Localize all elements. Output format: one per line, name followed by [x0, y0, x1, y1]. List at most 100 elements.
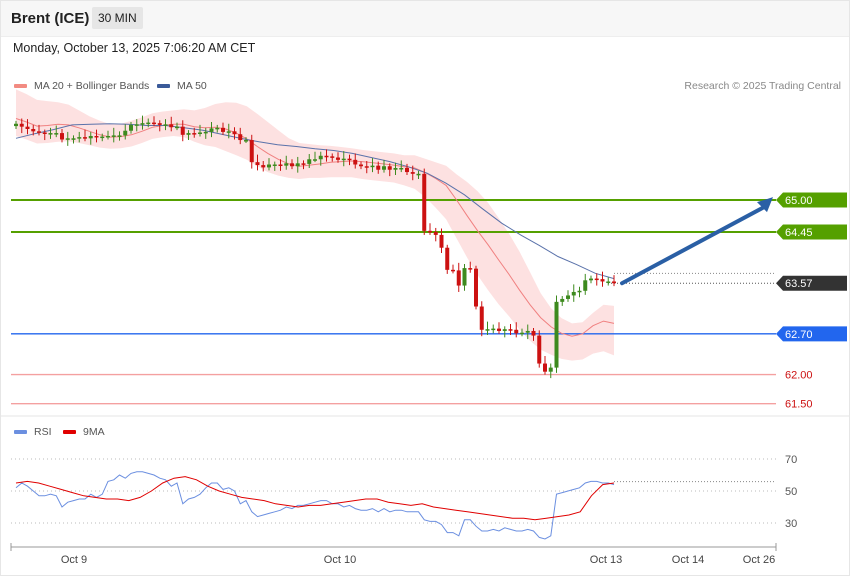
legend-ma9: 9MA: [63, 426, 105, 438]
candle-body: [468, 268, 473, 270]
candle-body: [347, 158, 352, 161]
candle-body: [111, 135, 116, 137]
candle-body: [209, 128, 214, 132]
candle-body: [606, 281, 611, 283]
candle-body: [502, 329, 507, 331]
symbol-title: Brent (ICE): [11, 10, 90, 27]
candle-body: [548, 367, 553, 372]
forecast-arrow: [620, 197, 773, 286]
candle-body: [198, 132, 202, 134]
candle-body: [146, 122, 151, 125]
legend-ma50: MA 50: [157, 80, 207, 92]
candle-body: [560, 298, 565, 302]
x-tick-label: Oct 14: [672, 554, 704, 566]
ma50-label: MA 50: [177, 80, 207, 92]
candle-body: [77, 137, 82, 139]
candle-body: [439, 234, 444, 248]
candle-body: [577, 290, 582, 293]
candle-body: [54, 133, 59, 135]
candle-body: [192, 133, 197, 135]
candle-body: [451, 269, 455, 272]
legend-ma20: MA 20 + Bollinger Bands: [14, 80, 149, 92]
ma50-line: [15, 123, 615, 280]
candle-body: [14, 123, 18, 127]
candle-body: [583, 280, 588, 291]
level-tag-62.70: [776, 326, 847, 342]
candle-body: [531, 330, 536, 336]
candle-body: [226, 131, 231, 133]
candle-body: [48, 133, 53, 135]
candle-body: [491, 328, 496, 331]
candle-body: [244, 140, 248, 142]
candle-body: [508, 329, 513, 331]
rsi-tick-30: 30: [785, 518, 797, 530]
candle-body: [37, 131, 41, 133]
ma9-label: 9MA: [83, 426, 105, 438]
candle-body: [117, 135, 122, 137]
candle-body: [382, 166, 386, 170]
level-label-63.57: 63.57: [785, 278, 813, 290]
candle-body: [215, 127, 220, 130]
ma20-swatch: [14, 84, 27, 88]
chart-datetime: Monday, October 13, 2025 7:06:20 AM CET: [13, 41, 256, 55]
candle-body: [359, 164, 363, 167]
candle-body: [169, 124, 174, 128]
timeframe-button[interactable]: 30 MIN: [92, 7, 143, 29]
candle-body: [318, 155, 323, 160]
candle-body: [612, 281, 616, 284]
candle-body: [261, 165, 266, 168]
candle-body: [410, 172, 415, 174]
candle-body: [387, 166, 392, 170]
level-tags: 65.00 64.45 63.57 62.70 62.00 61.50: [776, 192, 847, 411]
candle-body: [175, 126, 179, 129]
rsi-label: RSI: [34, 426, 52, 438]
candle-body: [445, 247, 450, 270]
level-label-62.70: 62.70: [785, 329, 813, 341]
candles: [14, 115, 616, 379]
bollinger-fill: [16, 89, 614, 361]
research-credit: Research © 2025 Trading Central: [684, 80, 841, 92]
candle-body: [324, 155, 329, 158]
ma20-label: MA 20 + Bollinger Bands: [34, 80, 150, 92]
candle-body: [336, 157, 340, 160]
candle-body: [106, 135, 110, 138]
candle-body: [537, 335, 542, 364]
candle-body: [525, 330, 530, 333]
level-lines: [11, 199, 776, 405]
candle-body: [238, 134, 243, 141]
candle-body: [594, 278, 599, 281]
candle-body: [284, 163, 289, 166]
candle-body: [589, 278, 593, 281]
rsi-swatch: [14, 430, 27, 434]
candle-body: [249, 140, 254, 163]
candle-body: [19, 123, 24, 127]
candle-body: [295, 163, 300, 167]
legend-rsi: RSI: [14, 426, 52, 438]
candle-body: [479, 306, 484, 330]
candle-body: [25, 126, 30, 129]
candle-body: [600, 279, 605, 282]
candle-body: [140, 123, 145, 125]
candle-body: [376, 165, 381, 170]
rsi-ma9-line: [15, 476, 615, 521]
candle-body: [71, 138, 76, 140]
candle-body: [31, 128, 36, 132]
level-label-61.50: 61.50: [785, 399, 813, 411]
bollinger-band: [16, 89, 614, 361]
candle-body: [267, 164, 271, 168]
candle-body: [94, 135, 99, 138]
candle-body: [393, 167, 398, 170]
ma9-swatch: [63, 430, 76, 434]
rsi-tick-70: 70: [785, 454, 797, 466]
x-tick-label: Oct 26: [743, 554, 775, 566]
candle-body: [180, 126, 185, 135]
candle-body: [100, 136, 105, 139]
candle-body: [255, 162, 260, 166]
candle-body: [462, 268, 467, 286]
level-label-65.00: 65.00: [785, 195, 813, 207]
candle-body: [433, 232, 438, 235]
toolbar: Brent (ICE) 30 MIN: [0, 0, 850, 37]
candle-body: [405, 167, 409, 173]
candle-body: [422, 173, 427, 231]
